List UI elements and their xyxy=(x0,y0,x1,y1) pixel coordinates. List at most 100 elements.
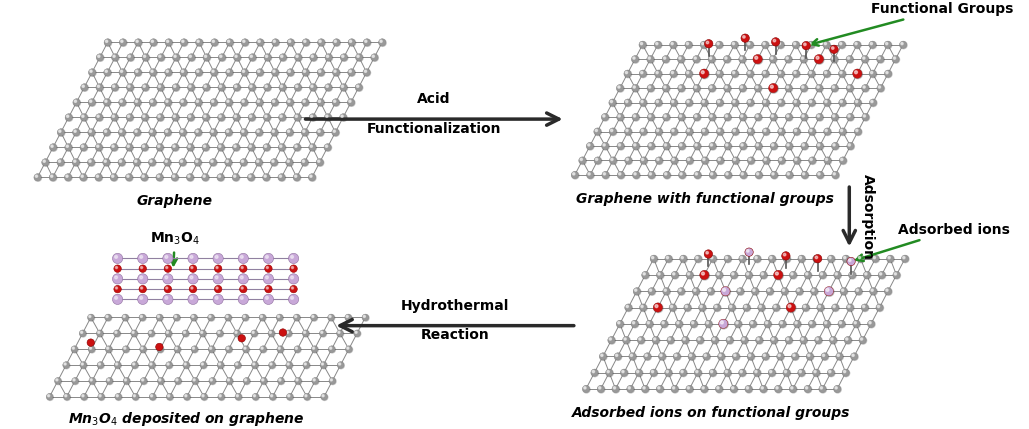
Circle shape xyxy=(118,129,126,136)
Circle shape xyxy=(321,393,327,400)
Circle shape xyxy=(679,143,685,150)
Circle shape xyxy=(279,174,285,181)
Circle shape xyxy=(791,353,799,360)
Circle shape xyxy=(316,159,323,166)
Circle shape xyxy=(755,371,757,373)
Circle shape xyxy=(247,174,254,181)
Circle shape xyxy=(194,159,202,166)
Circle shape xyxy=(241,287,243,289)
Circle shape xyxy=(743,304,750,311)
Circle shape xyxy=(657,129,659,132)
Circle shape xyxy=(855,42,857,45)
Circle shape xyxy=(237,395,239,397)
Circle shape xyxy=(115,287,117,289)
Circle shape xyxy=(214,265,222,272)
Circle shape xyxy=(218,393,224,400)
Circle shape xyxy=(761,70,769,77)
Circle shape xyxy=(826,288,829,291)
Circle shape xyxy=(833,305,836,308)
Circle shape xyxy=(88,346,95,352)
Circle shape xyxy=(187,114,194,121)
Circle shape xyxy=(181,100,183,103)
Circle shape xyxy=(672,272,679,279)
Circle shape xyxy=(802,115,805,117)
Circle shape xyxy=(271,159,278,166)
Circle shape xyxy=(287,39,294,46)
Circle shape xyxy=(312,378,318,384)
Circle shape xyxy=(132,393,139,400)
Circle shape xyxy=(745,272,752,278)
Circle shape xyxy=(82,85,84,88)
Circle shape xyxy=(277,314,283,321)
Circle shape xyxy=(250,55,252,57)
Circle shape xyxy=(814,54,823,64)
Circle shape xyxy=(686,386,694,393)
Circle shape xyxy=(572,173,575,175)
Circle shape xyxy=(695,115,697,117)
Circle shape xyxy=(803,305,810,311)
Circle shape xyxy=(709,114,716,121)
Circle shape xyxy=(226,100,229,103)
Circle shape xyxy=(830,56,838,63)
Circle shape xyxy=(210,99,217,106)
Circle shape xyxy=(740,143,747,150)
Circle shape xyxy=(227,70,229,73)
Circle shape xyxy=(677,288,684,295)
Circle shape xyxy=(709,143,716,150)
Circle shape xyxy=(657,385,664,393)
Circle shape xyxy=(664,172,670,178)
Circle shape xyxy=(824,287,833,296)
Circle shape xyxy=(181,39,188,46)
Circle shape xyxy=(740,57,742,59)
Circle shape xyxy=(249,84,256,91)
Circle shape xyxy=(626,305,629,308)
Circle shape xyxy=(719,320,729,329)
Circle shape xyxy=(694,114,701,121)
Circle shape xyxy=(174,314,180,321)
Circle shape xyxy=(280,145,282,147)
Circle shape xyxy=(135,99,141,106)
Circle shape xyxy=(63,362,69,368)
Circle shape xyxy=(321,331,323,333)
Circle shape xyxy=(741,336,748,344)
Circle shape xyxy=(96,114,103,121)
Circle shape xyxy=(764,100,766,103)
Circle shape xyxy=(287,69,294,76)
Circle shape xyxy=(233,144,240,151)
Circle shape xyxy=(755,56,757,59)
Circle shape xyxy=(187,144,194,151)
Circle shape xyxy=(757,338,759,340)
Circle shape xyxy=(126,144,133,151)
Circle shape xyxy=(278,144,285,151)
Circle shape xyxy=(234,330,240,336)
Circle shape xyxy=(733,157,740,164)
Circle shape xyxy=(795,288,803,295)
Circle shape xyxy=(173,54,180,61)
Circle shape xyxy=(627,385,634,393)
Circle shape xyxy=(120,40,123,42)
Circle shape xyxy=(272,129,279,136)
Circle shape xyxy=(188,253,199,263)
Circle shape xyxy=(648,288,655,295)
Circle shape xyxy=(172,114,179,121)
Circle shape xyxy=(210,378,216,384)
Circle shape xyxy=(741,34,749,42)
Circle shape xyxy=(862,114,868,121)
Circle shape xyxy=(787,173,789,175)
Circle shape xyxy=(745,386,752,393)
Circle shape xyxy=(183,331,185,333)
Circle shape xyxy=(633,172,640,178)
Circle shape xyxy=(72,378,79,384)
Circle shape xyxy=(603,115,605,117)
Circle shape xyxy=(135,39,142,46)
Circle shape xyxy=(794,100,796,103)
Circle shape xyxy=(717,71,719,74)
Circle shape xyxy=(219,395,221,397)
Circle shape xyxy=(770,257,772,259)
Circle shape xyxy=(150,160,152,162)
Circle shape xyxy=(288,70,290,73)
Circle shape xyxy=(90,100,92,103)
Circle shape xyxy=(647,56,653,63)
Circle shape xyxy=(784,371,786,373)
Circle shape xyxy=(287,130,290,133)
